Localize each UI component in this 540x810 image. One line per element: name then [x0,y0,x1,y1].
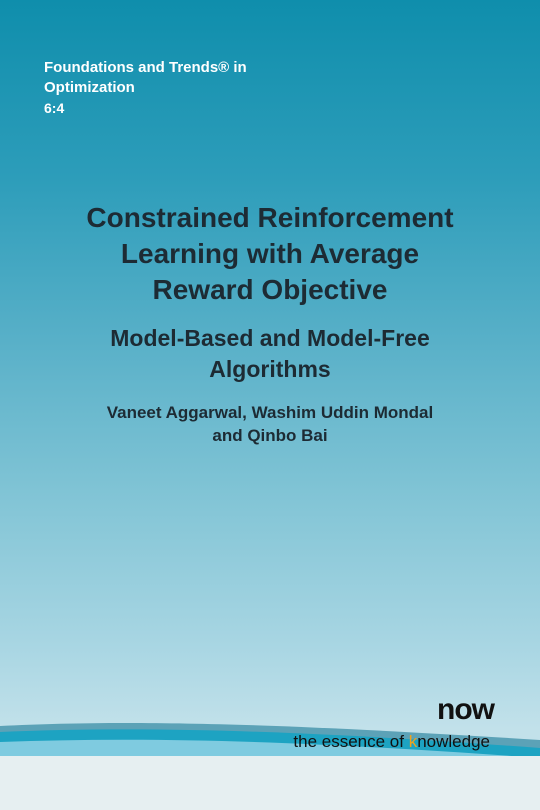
bottom-strip [0,756,540,810]
book-subtitle: Model-Based and Model-Free Algorithms [110,325,430,382]
series-info: Foundations and Trends® in Optimization … [44,58,247,118]
book-title: Constrained Reinforcement Learning with … [86,202,454,305]
tagline-text-start: the essence of [293,732,409,751]
series-name-line1: Foundations and Trends® in [44,59,247,76]
publisher-tagline: the essence of knowledge [293,732,490,752]
series-name-line2: Optimization [44,79,135,96]
book-authors: Vaneet Aggarwal, Washim Uddin Mondal and… [106,403,434,445]
series-issue: 6:4 [44,100,65,116]
tagline-accent-letter: k [408,732,418,751]
publisher-logo: now [437,693,495,726]
tagline-text-end: nowledge [417,732,490,751]
